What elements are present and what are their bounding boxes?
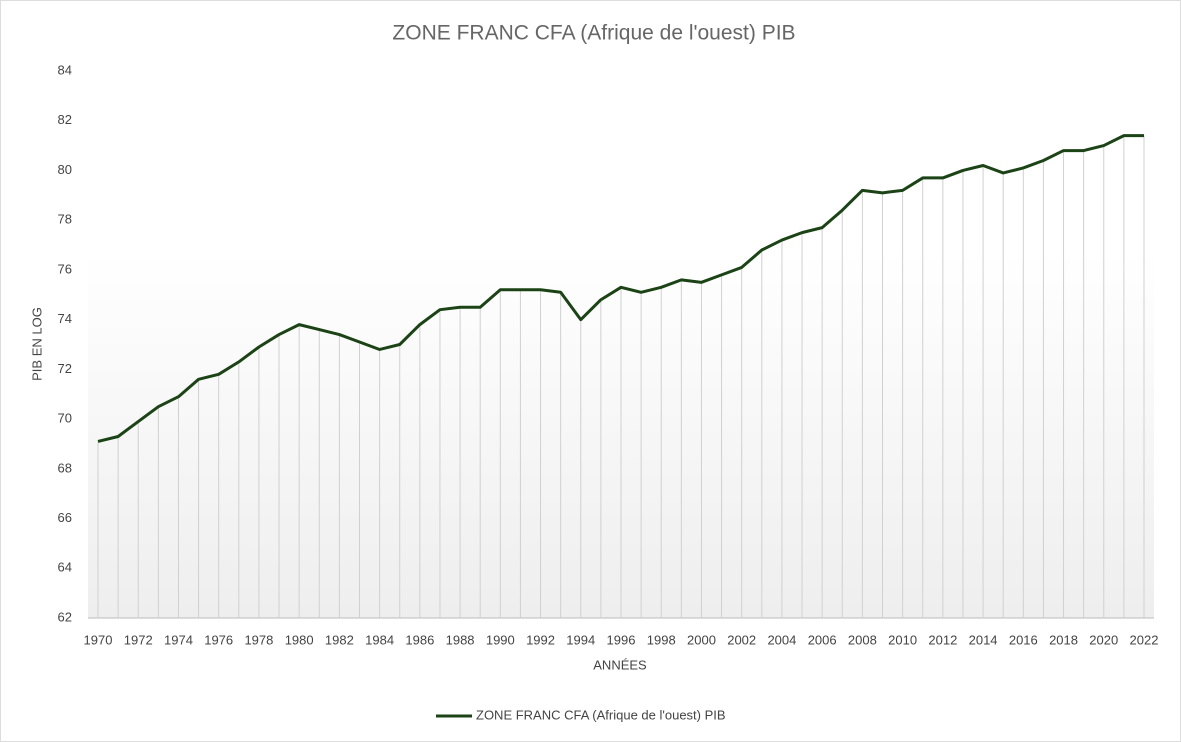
y-tick-label: 84	[58, 62, 72, 77]
x-tick-label: 1986	[405, 632, 434, 647]
x-tick-label: 1994	[566, 632, 595, 647]
x-tick-label: 2008	[848, 632, 877, 647]
x-tick-label: 1998	[647, 632, 676, 647]
x-tick-label: 2016	[1009, 632, 1038, 647]
y-tick-label: 64	[58, 560, 72, 575]
x-tick-label: 2006	[808, 632, 837, 647]
x-axis-title: ANNÉES	[593, 657, 647, 672]
y-tick-label: 74	[58, 311, 72, 326]
x-tick-label: 1984	[365, 632, 394, 647]
y-tick-label: 78	[58, 212, 72, 227]
y-tick-label: 62	[58, 609, 72, 624]
x-tick-label: 2020	[1089, 632, 1118, 647]
y-tick-label: 82	[58, 112, 72, 127]
x-tick-label: 2004	[767, 632, 796, 647]
x-tick-label: 1970	[84, 632, 113, 647]
x-tick-label: 1988	[446, 632, 475, 647]
x-tick-label: 1982	[325, 632, 354, 647]
y-tick-label: 70	[58, 411, 72, 426]
y-tick-label: 72	[58, 361, 72, 376]
x-tick-label: 1992	[526, 632, 555, 647]
legend-label: ZONE FRANC CFA (Afrique de l'ouest) PIB	[476, 707, 726, 722]
x-tick-label: 1972	[124, 632, 153, 647]
x-tick-label: 1980	[285, 632, 314, 647]
y-tick-label: 68	[58, 460, 72, 475]
y-axis-title: PIB EN LOG	[29, 307, 44, 381]
chart-title: ZONE FRANC CFA (Afrique de l'ouest) PIB	[392, 22, 795, 45]
y-tick-label: 80	[58, 162, 72, 177]
x-tick-label: 2018	[1049, 632, 1078, 647]
x-tick-label: 2022	[1130, 632, 1159, 647]
x-tick-label: 2014	[969, 632, 998, 647]
x-tick-label: 1996	[607, 632, 636, 647]
y-tick-label: 76	[58, 261, 72, 276]
x-tick-label: 1990	[486, 632, 515, 647]
y-tick-label: 66	[58, 510, 72, 525]
x-tick-label: 2002	[727, 632, 756, 647]
data-line	[97, 134, 1144, 443]
x-tick-label: 2012	[928, 632, 957, 647]
x-tick-label: 2000	[687, 632, 716, 647]
x-tick-label: 1978	[244, 632, 273, 647]
x-tick-label: 2010	[888, 632, 917, 647]
x-tick-label: 1976	[204, 632, 233, 647]
x-tick-label: 1974	[164, 632, 193, 647]
